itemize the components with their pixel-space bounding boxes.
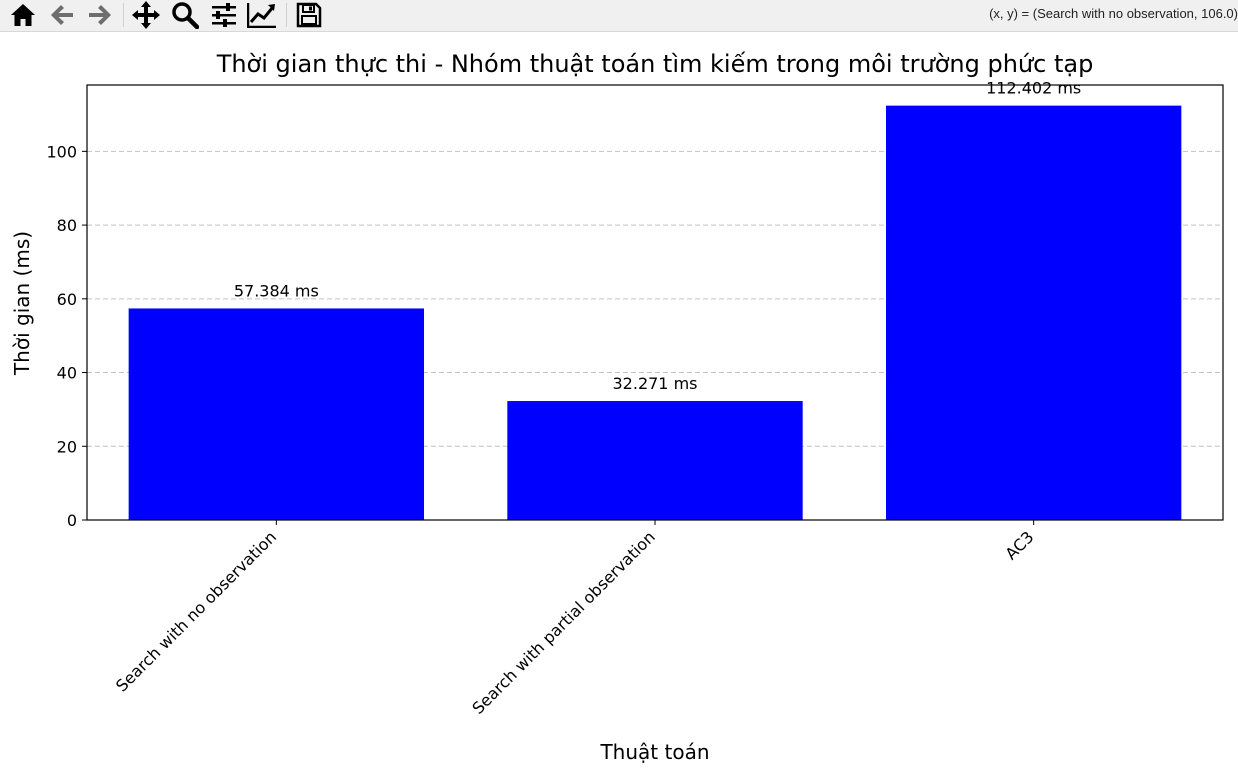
forward-button[interactable] [85, 1, 115, 29]
y-tick-label: 20 [57, 437, 77, 456]
y-tick-label: 60 [57, 290, 77, 309]
navigation-toolbar: (x, y) = (Search with no observation, 10… [0, 0, 1238, 32]
x-axis-label: Thuật toán [600, 740, 710, 764]
toolbar-separator [123, 3, 124, 27]
y-tick-label: 100 [46, 142, 77, 161]
y-tick-label: 80 [57, 216, 77, 235]
bar [128, 308, 425, 520]
home-icon [11, 4, 35, 26]
cursor-coordinates: (x, y) = (Search with no observation, 10… [989, 6, 1238, 21]
save-icon [296, 2, 322, 28]
save-button[interactable] [294, 1, 324, 29]
y-tick-label: 0 [67, 511, 77, 530]
edit-axis-icon [247, 3, 276, 28]
axes-frame [86, 84, 1224, 521]
pan-button[interactable] [131, 1, 161, 29]
configure-subplots-button[interactable] [209, 1, 239, 29]
forward-arrow-icon [89, 5, 111, 25]
x-tick-label: Search with partial observation [468, 527, 658, 717]
home-button[interactable] [8, 1, 38, 29]
zoom-icon [172, 2, 199, 29]
zoom-button[interactable] [170, 1, 200, 29]
pan-icon [132, 1, 160, 29]
data-label: 112.402 ms [986, 79, 1081, 98]
data-label: 32.271 ms [613, 374, 698, 393]
y-tick-label: 40 [57, 364, 77, 383]
configure-subplots-icon [212, 3, 236, 27]
bar [507, 401, 803, 520]
x-tick-label: Search with no observation [112, 527, 280, 695]
x-tick-label: AC3 [1001, 527, 1037, 563]
back-arrow-icon [51, 5, 73, 25]
bar [885, 105, 1182, 521]
edit-axis-button[interactable] [247, 1, 277, 29]
toolbar-separator [286, 3, 287, 27]
back-button[interactable] [47, 1, 77, 29]
bar-chart: 57.384 ms Search with no observation 32.27… [46, 79, 1224, 718]
chart-title: Thời gian thực thi - Nhóm thuật toán tìm… [216, 50, 1094, 78]
data-label: 57.384 ms [234, 281, 319, 300]
